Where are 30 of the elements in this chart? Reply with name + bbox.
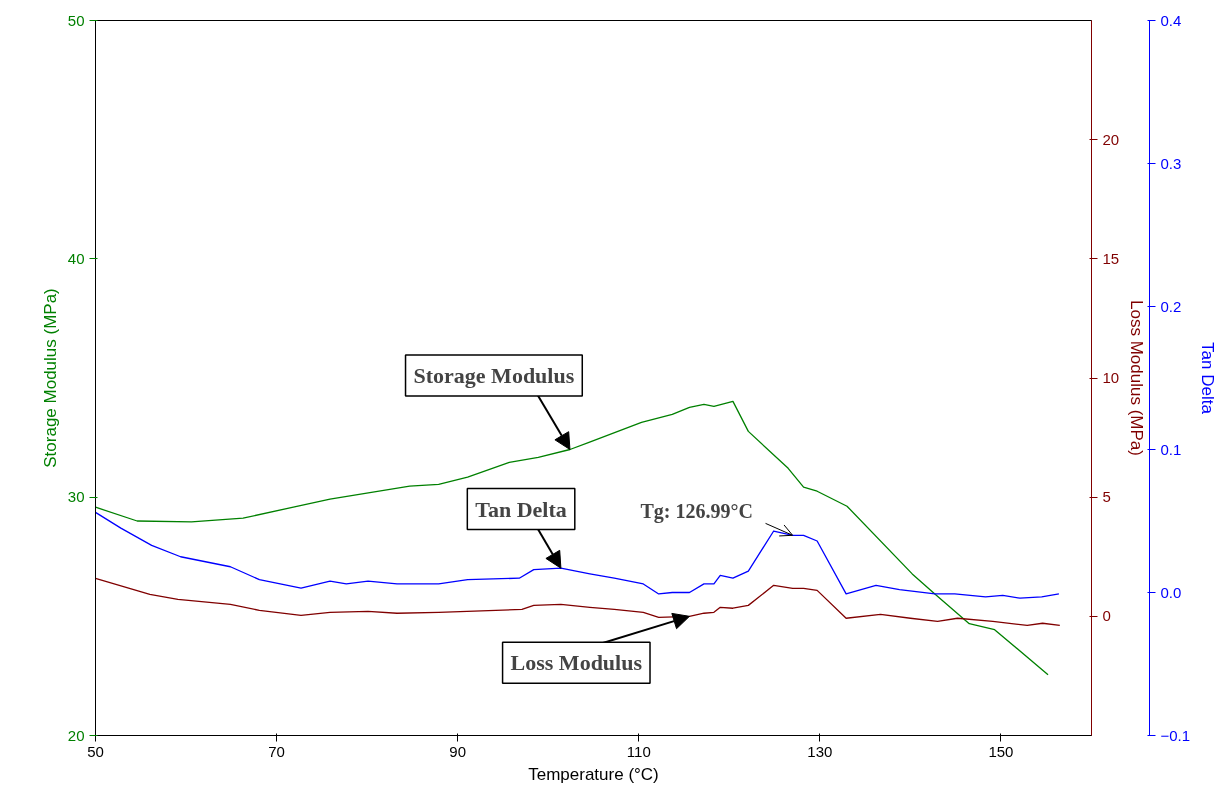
x-axis-title: Temperature (°C) — [528, 764, 659, 784]
x-tick-label: 110 — [626, 742, 651, 760]
y-tick-label: 30 — [67, 488, 85, 506]
y2-tick-label: 15 — [1102, 249, 1120, 267]
annotation: Tan Delta — [475, 496, 567, 522]
y-tick-label: 20 — [67, 726, 85, 744]
y3-tick-label: 0.0 — [1160, 583, 1182, 601]
y-tick-label: 50 — [67, 11, 85, 29]
y3-tick-label: 0.2 — [1160, 297, 1182, 315]
y2-axis-title: Loss Modulus (MPa) — [1127, 300, 1147, 456]
x-tick-label: 70 — [268, 742, 285, 760]
annotation: Loss Modulus — [510, 650, 643, 676]
annotation: Tg: 126.99°C — [640, 500, 753, 524]
x-tick-label: 50 — [87, 742, 104, 760]
y2-tick-label: 10 — [1102, 369, 1120, 386]
y3-tick-label: −0.1 — [1160, 726, 1191, 744]
y3-axis-title: Tan Delta — [1198, 342, 1218, 415]
y3-tick-label: 0.1 — [1160, 440, 1182, 458]
y2-tick-label: 20 — [1102, 130, 1120, 148]
y3-tick-label: 0.3 — [1160, 154, 1182, 172]
x-tick-label: 150 — [988, 742, 1014, 760]
x-tick-label: 90 — [449, 742, 467, 760]
annotation: Storage Modulus — [413, 363, 575, 389]
y-tick-label: 40 — [67, 249, 85, 267]
line-series — [95, 400, 1049, 676]
y3-tick-label: 0.4 — [1160, 11, 1182, 29]
x-tick-label: 130 — [807, 742, 833, 760]
y2-tick-label: 5 — [1102, 488, 1111, 506]
y-axis-title: Storage Modulus (MPa) — [40, 288, 60, 468]
y2-tick-label: 0 — [1102, 607, 1111, 625]
